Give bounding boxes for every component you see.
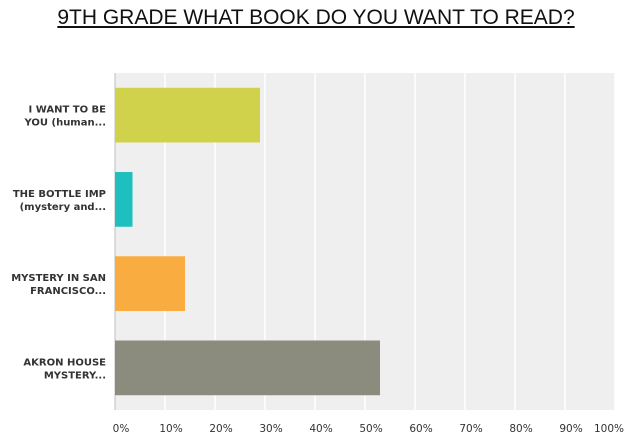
x-tick-label: 10% (159, 423, 182, 435)
category-labels: I WANT TO BE YOU (human... THE BOTTLE IMP (… (11, 105, 106, 382)
x-tick-label: 90% (559, 423, 582, 435)
x-tick-label: 40% (309, 423, 332, 435)
category-label: MYSTERY... (44, 370, 106, 381)
x-tick-label: 60% (409, 423, 432, 435)
chart-title: 9TH GRADE WHAT BOOK DO YOU WANT TO READ? (57, 6, 575, 29)
x-tick-label: 0% (113, 423, 130, 435)
x-tick-label: 50% (359, 423, 382, 435)
x-tick-label: 100% (594, 423, 624, 435)
x-tick-label: 70% (459, 423, 482, 435)
category-label: YOU (human... (24, 118, 106, 129)
category-label: FRANCISCO... (30, 286, 106, 297)
category-label: MYSTERY IN SAN (11, 273, 106, 284)
bar (115, 256, 185, 312)
bars (115, 87, 380, 396)
bar (115, 87, 260, 143)
category-label: I WANT TO BE (29, 105, 107, 116)
x-tick-label: 30% (259, 423, 282, 435)
bar (115, 171, 133, 227)
x-tick-label: 20% (209, 423, 232, 435)
x-tick-label: 80% (509, 423, 532, 435)
category-label: THE BOTTLE IMP (13, 189, 106, 200)
bar (115, 340, 380, 396)
category-label: AKRON HOUSE (23, 357, 106, 368)
x-tick-labels: 0% 10% 20% 30% 40% 50% 60% 70% 80% 90% 100% (113, 423, 624, 435)
category-label: (mystery and... (20, 202, 106, 213)
